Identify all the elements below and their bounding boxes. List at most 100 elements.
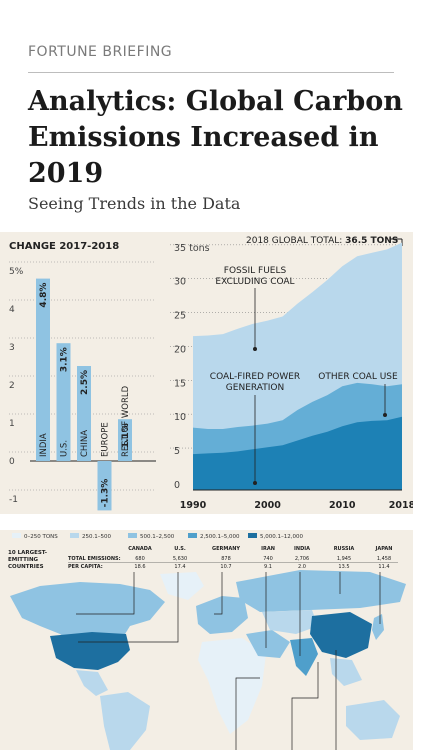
area-x-tick-label: 2018: [389, 500, 413, 511]
country-capita: 13.5: [338, 564, 349, 570]
land-south-america: [100, 692, 150, 750]
article-kicker: FORTUNE BRIEFING: [28, 44, 173, 60]
legend-label: 2,500.1–5,000: [200, 534, 240, 540]
article-subtitle: Seeing Trends in the Data: [28, 194, 241, 213]
legend-label: 500.1–2,500: [140, 534, 175, 540]
map-row-total-label: TOTAL EMISSIONS:: [68, 556, 121, 562]
bar-chart-title: CHANGE 2017-2018: [9, 241, 119, 252]
area-x-tick-label: 1990: [180, 500, 207, 511]
country-columns: CANADA 680 18.6 U.S. 5,630 17.4 GERMANY 878 10.7…: [128, 546, 392, 570]
land-china: [310, 612, 372, 658]
emissions-infographic: CHANGE 2017-2018 5% 4 3 2 1 0 -1 4.8% INDIA 3.1%…: [0, 232, 416, 514]
area-y-tick-label: 10: [174, 412, 186, 423]
legend-swatch: [188, 533, 197, 538]
land-usa: [50, 632, 130, 670]
country-total: 1,458: [377, 556, 391, 562]
divider: [28, 72, 394, 73]
world-map-svg: 0–250 TONS 250.1–500 500.1–2,500 2,500.1–5,…: [8, 533, 406, 750]
country-total: 680: [135, 556, 145, 562]
area-y-tick-label: 5: [174, 446, 180, 457]
legend-label: 0–250 TONS: [24, 534, 58, 540]
land-southeast-asia: [330, 658, 362, 686]
country-capita: 10.7: [220, 564, 231, 570]
map-row-capita-label: PER CAPITA:: [68, 564, 103, 570]
bar-category-label: EUROPE: [101, 422, 111, 457]
bar-value-label: 2.5%: [80, 370, 90, 395]
legend-swatch: [248, 533, 257, 538]
area-y-ticks: 35 tons 30 25 20 15 10 5 0: [174, 243, 210, 491]
bar-y-tick-label: 1: [9, 419, 15, 429]
land-middle-east: [246, 630, 290, 658]
country-name: U.S.: [174, 546, 186, 552]
legend-swatch: [70, 533, 79, 538]
bar-y-tick-label: 5%: [9, 267, 24, 277]
land-north-america: [10, 582, 165, 650]
legend-swatch: [128, 533, 137, 538]
country-name: CANADA: [128, 546, 152, 552]
bar-europe: [97, 461, 112, 511]
country-capita: 17.4: [174, 564, 185, 570]
area-y-tick-label: 35 tons: [174, 243, 210, 254]
country-total: 5,630: [173, 556, 187, 562]
bar-category-label: U.S.: [60, 440, 70, 457]
annot-coalpower-line1: COAL-FIRED POWER: [210, 372, 300, 382]
article-title: Analytics: Global Carbon Emissions Incre…: [28, 86, 403, 189]
bar-china: [77, 366, 91, 461]
land-africa: [198, 638, 266, 734]
annot-fossil-line1: FOSSIL FUELS: [224, 266, 287, 276]
legend-swatch: [12, 533, 21, 538]
map-leader-line: [291, 662, 319, 750]
map-side-title-2: EMITTING: [8, 557, 39, 563]
area-total-value: 36.5 TONS: [345, 236, 398, 246]
map-leader-line: [76, 572, 135, 615]
map-legend: 0–250 TONS 250.1–500 500.1–2,500 2,500.1–5,…: [12, 533, 303, 540]
map-leader-line: [235, 677, 260, 750]
annot-fossil-line2: EXCLUDING COAL: [215, 277, 294, 287]
country-total: 878: [221, 556, 231, 562]
land-india: [290, 638, 318, 676]
country-name: IRAN: [261, 546, 275, 552]
country-name: INDIA: [294, 546, 310, 552]
bar-u-s-: [56, 343, 71, 461]
area-x-tick-label: 2000: [254, 500, 281, 511]
land-greenland: [160, 572, 204, 600]
bar-y-tick-label: -1: [9, 495, 18, 505]
map-side-title-1: 10 LARGEST-: [8, 550, 47, 556]
area-total-label: 2018 GLOBAL TOTAL: 36.5 TONS: [246, 236, 398, 246]
area-y-tick-label: 25: [174, 311, 186, 322]
area-marks: [193, 242, 402, 491]
legend-label: 250.1–500: [82, 534, 111, 540]
bar-india: [36, 278, 50, 461]
bar-labels: 4.8% INDIA 3.1% U.S. 2.5% CHINA -1.3% EUROPE 1.1…: [39, 283, 131, 508]
legend-label: 5,000.1–12,000: [260, 534, 303, 540]
bar-category-label: REST OF WORLD: [121, 385, 131, 457]
area-x-ticks: 1990 2000 2010 2018: [180, 500, 416, 511]
annot-othercoal: OTHER COAL USE: [318, 372, 398, 382]
land-australia: [346, 700, 400, 740]
area-y-tick-label: 20: [174, 344, 186, 355]
country-name: JAPAN: [375, 546, 393, 552]
bar-marks: [36, 278, 132, 511]
area-y-tick-label: 15: [174, 378, 186, 389]
country-total: 740: [263, 556, 273, 562]
bar-value-label: 4.8%: [39, 283, 49, 308]
bar-y-tick-label: 0: [9, 457, 15, 467]
area-total-prefix: 2018 GLOBAL TOTAL:: [246, 236, 345, 246]
country-capita: 2.0: [298, 564, 306, 570]
area-y-tick-label: 0: [174, 480, 180, 491]
land-central-america: [76, 670, 108, 696]
land-europe: [196, 596, 248, 634]
bar-y-tick-label: 2: [9, 381, 15, 391]
country-total: 1,945: [337, 556, 351, 562]
bar-value-label: -1.3%: [101, 479, 111, 508]
area-x-tick-label: 2010: [329, 500, 356, 511]
world-map-panel: 0–250 TONS 250.1–500 500.1–2,500 2,500.1–5,…: [0, 530, 413, 750]
country-capita: 18.6: [134, 564, 145, 570]
land-japan: [372, 614, 384, 640]
bar-category-label: INDIA: [39, 433, 49, 457]
bar-value-label: 1.1%: [121, 423, 131, 448]
country-total: 2,706: [295, 556, 309, 562]
country-capita: 11.4: [378, 564, 389, 570]
